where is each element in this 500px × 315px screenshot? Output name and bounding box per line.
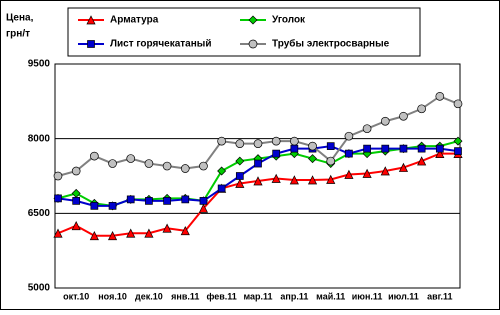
data-point (89, 230, 99, 241)
data-point (417, 104, 426, 114)
y-tick-label: 5000 (28, 283, 51, 294)
data-point (199, 161, 208, 171)
data-point (380, 166, 390, 176)
data-point (289, 175, 299, 185)
data-point (72, 197, 81, 205)
legend-marker (248, 15, 258, 25)
data-point (453, 136, 463, 146)
data-point (126, 154, 136, 163)
y-axis-label: Цена, (6, 13, 34, 24)
legend-marker (86, 15, 96, 25)
data-point (53, 228, 63, 238)
data-point (453, 99, 463, 109)
data-point (71, 166, 81, 176)
data-point (380, 116, 390, 126)
x-tick-label: окт.10 (63, 291, 89, 301)
data-point (163, 197, 171, 205)
data-point (254, 159, 262, 168)
data-point (253, 176, 263, 186)
data-point (107, 230, 118, 241)
x-tick-label: июл.11 (388, 291, 419, 301)
data-point (54, 194, 62, 203)
data-point (271, 173, 281, 183)
data-point (253, 139, 263, 148)
data-point (272, 149, 281, 158)
data-point (126, 195, 135, 204)
data-point (398, 162, 409, 172)
data-point (417, 156, 427, 166)
x-tick-label: янв.11 (171, 291, 199, 301)
data-point (180, 225, 190, 236)
data-point (435, 92, 445, 101)
data-point (344, 131, 354, 141)
data-point (454, 147, 462, 155)
data-point (198, 203, 209, 213)
y-tick-label: 9500 (28, 59, 51, 70)
legend-label: Арматура (110, 15, 159, 26)
data-point (290, 144, 299, 153)
data-point (217, 184, 226, 193)
data-point (199, 197, 208, 205)
data-point (326, 142, 335, 150)
legend-marker (248, 39, 258, 49)
data-point (399, 111, 408, 121)
data-point (417, 144, 426, 153)
data-point (235, 178, 245, 188)
legend (67, 7, 421, 57)
data-point (307, 175, 318, 185)
y-tick-label: 6500 (28, 208, 51, 219)
legend-label: Лист горячекатаный (110, 39, 211, 50)
data-point (271, 136, 281, 146)
x-tick-label: дек.10 (135, 291, 163, 301)
data-point (362, 168, 372, 178)
x-tick-label: май.11 (316, 291, 345, 301)
data-point (217, 136, 226, 146)
data-point (235, 156, 245, 166)
data-point (235, 172, 244, 180)
data-point (162, 161, 172, 171)
data-point (126, 228, 136, 238)
data-point (345, 149, 353, 158)
data-point (235, 139, 245, 148)
legend-label: Трубы электросварные (272, 38, 390, 50)
data-point (344, 169, 354, 179)
data-point (108, 159, 117, 168)
data-point (145, 197, 153, 205)
y-axis-label: грн/т (6, 29, 30, 40)
legend-label: Уголок (272, 15, 306, 26)
data-point (435, 148, 445, 158)
y-tick-label: 8000 (28, 133, 51, 144)
data-point (399, 144, 408, 153)
x-tick-label: апр.11 (280, 291, 308, 301)
data-point (326, 174, 336, 184)
data-point (381, 144, 390, 153)
x-tick-label: мар.11 (243, 291, 272, 301)
data-point (71, 220, 81, 231)
x-tick-label: фев.11 (206, 291, 236, 301)
data-point (90, 151, 99, 161)
data-point (308, 154, 318, 164)
data-point (162, 223, 172, 233)
data-point (217, 166, 227, 176)
data-point (435, 144, 444, 153)
legend-marker (87, 40, 95, 48)
data-point (144, 228, 154, 238)
x-tick-label: ноя.10 (98, 291, 127, 301)
data-point (290, 136, 299, 146)
data-point (108, 202, 117, 210)
data-point (144, 159, 154, 168)
data-point (90, 202, 99, 210)
data-point (180, 164, 190, 173)
data-point (363, 144, 371, 153)
data-point (326, 156, 336, 166)
plot-area (54, 63, 461, 289)
data-point (53, 171, 63, 181)
x-tick-label: июн.11 (352, 291, 383, 301)
data-point (362, 124, 372, 134)
data-point (181, 195, 190, 204)
data-point (308, 141, 317, 151)
x-tick-label: авг.11 (427, 291, 452, 301)
